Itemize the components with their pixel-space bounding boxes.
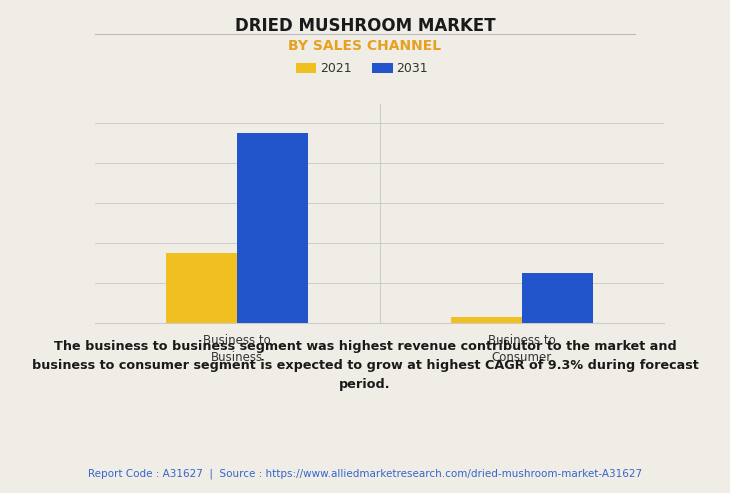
Bar [451, 317, 522, 323]
Bar [237, 134, 309, 323]
Bar [522, 273, 593, 323]
Text: 2021: 2021 [320, 62, 351, 74]
Text: The business to business segment was highest revenue contributor to the market a: The business to business segment was hig… [31, 340, 699, 391]
Bar [166, 253, 237, 323]
Text: 2031: 2031 [396, 62, 428, 74]
Text: BY SALES CHANNEL: BY SALES CHANNEL [288, 39, 442, 53]
Text: Report Code : A31627  |  Source : https://www.alliedmarketresearch.com/dried-mus: Report Code : A31627 | Source : https://… [88, 468, 642, 479]
Text: DRIED MUSHROOM MARKET: DRIED MUSHROOM MARKET [234, 17, 496, 35]
